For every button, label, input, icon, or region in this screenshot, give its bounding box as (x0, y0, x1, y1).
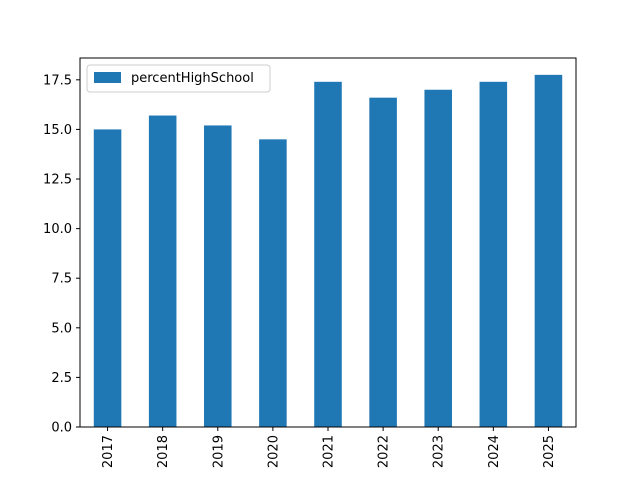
x-tick-label: 2022 (377, 435, 392, 468)
y-tick-label: 17.5 (43, 73, 72, 88)
x-tick-label: 2023 (432, 435, 447, 468)
bar-2022 (369, 97, 397, 427)
y-tick-label: 15.0 (43, 123, 72, 138)
bar-2018 (148, 115, 177, 427)
bar-2019 (204, 125, 232, 428)
legend: percentHighSchool (86, 64, 271, 93)
x-tick-label: 2025 (542, 435, 557, 468)
bars-group (93, 74, 563, 428)
y-tick-label: 12.5 (43, 173, 72, 188)
x-tick-label: 2017 (101, 435, 116, 468)
bar-2017 (93, 129, 122, 427)
x-tick-label: 2021 (322, 435, 337, 468)
x-tick-label: 2020 (266, 435, 281, 468)
y-axis: 0.0 2.5 5.0 7.5 10.0 12.5 15.0 17.5 (43, 73, 80, 436)
x-tick-label: 2024 (487, 435, 502, 468)
axes-frame (79, 57, 577, 428)
bar-2025 (534, 74, 563, 427)
x-tick-label: 2019 (211, 435, 226, 468)
x-axis: 2017 2018 2019 2020 2021 2022 2023 2024 2025 (101, 427, 557, 468)
x-tick-label: 2018 (156, 435, 171, 468)
bar-2024 (479, 81, 508, 427)
y-tick-label: 2.5 (51, 371, 72, 386)
bar-2020 (259, 139, 287, 427)
y-tick-label: 10.0 (43, 222, 72, 237)
legend-box (86, 64, 271, 93)
y-tick-label: 0.0 (51, 421, 72, 436)
bar-2021 (314, 81, 342, 427)
y-tick-label: 5.0 (51, 321, 72, 336)
legend-swatch (94, 72, 121, 83)
legend-label: percentHighSchool (131, 71, 254, 86)
bar-2023 (424, 89, 452, 427)
y-tick-label: 7.5 (51, 272, 72, 287)
